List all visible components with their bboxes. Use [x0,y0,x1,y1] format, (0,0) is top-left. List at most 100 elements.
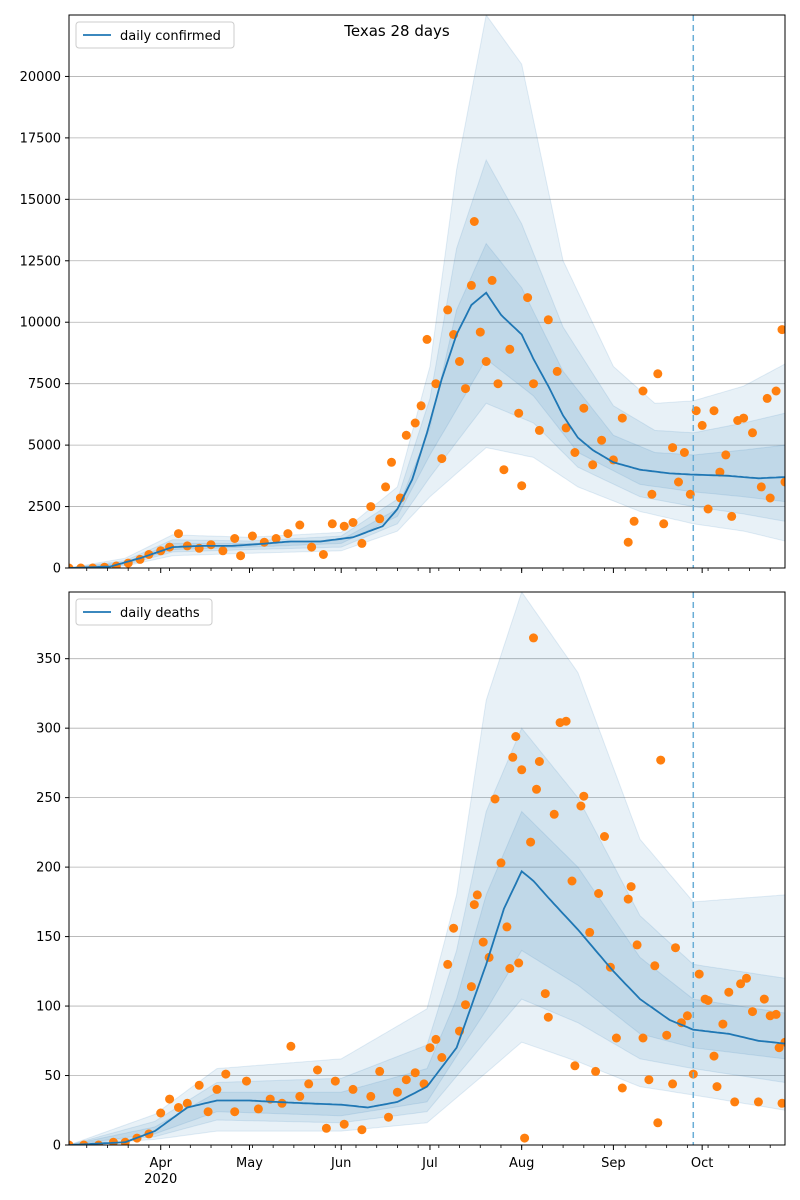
median-line [69,869,785,1145]
observed-point [703,996,713,1005]
observed-point [543,1012,553,1022]
x-tick-label: Sep [601,1156,626,1171]
observed-point [517,765,527,775]
figure-title: Texas 28 days [343,22,450,40]
observed-point [777,325,785,335]
observed-point [283,529,293,539]
observed-point [425,1043,435,1053]
observed-point [543,315,553,325]
observed-point [165,1094,175,1104]
observed-point [529,633,538,643]
observed-point [567,876,577,886]
observed-point [69,563,74,568]
observed-point [591,1066,601,1076]
observed-point [247,531,257,541]
observed-point [647,489,657,499]
observed-point [327,519,337,529]
observed-point [375,514,385,524]
observed-point [277,1098,287,1108]
observed-point [357,1125,367,1135]
y-tick-label: 50 [44,1069,61,1084]
observed-point [753,1097,763,1107]
observed-point [671,943,680,953]
observed-point [493,379,503,389]
observed-point [514,958,524,968]
observed-point [381,482,391,492]
observed-point [295,1091,305,1101]
observed-point [653,369,663,379]
observed-point [682,1011,692,1021]
observed-point [174,1103,183,1112]
observed-point [549,809,559,819]
observed-point [774,1043,784,1053]
legend: daily deaths [75,598,213,626]
legend-label: daily deaths [120,606,200,621]
observed-point [662,1030,672,1040]
observed-point [461,384,470,394]
observed-point [739,413,749,423]
observed-point [318,550,328,559]
observed-point [431,1034,441,1044]
observed-point [771,386,781,396]
observed-point [514,408,524,418]
observed-point [366,1091,376,1101]
observed-point [674,477,683,487]
observed-point [156,1108,166,1118]
observed-point [777,1098,785,1108]
observed-point [721,450,731,460]
legend-box [75,598,213,626]
observed-point [561,423,571,433]
observed-point [529,379,538,389]
observed-point [703,504,713,514]
observed-point [475,327,485,337]
observed-point [579,403,589,413]
observed-point [499,465,509,475]
x-tick-label: Jun [330,1156,351,1171]
observed-point [174,529,183,539]
confirmed-panel: 0 2500 5000 7500 10000 12500 15000 17500 20000 da… [20,14,786,577]
legend: daily confirmed [75,21,235,49]
observed-point [611,1033,621,1043]
observed-point [443,305,453,315]
observed-point [742,973,751,983]
observed-point [715,467,725,477]
y-tick-label: 200 [36,861,61,876]
observed-point [253,1104,263,1114]
observed-point [736,979,746,989]
observed-point [626,882,636,892]
observed-point [656,755,666,765]
observed-point [307,542,317,552]
observed-point [271,534,281,543]
observed-point [570,1061,580,1071]
observed-point [771,1009,781,1019]
observed-point [469,900,479,910]
observed-point [203,1107,213,1117]
observed-point [629,516,639,526]
observed-point [236,551,246,561]
observed-point [520,1133,530,1143]
observed-point [461,1000,470,1010]
observed-point [366,502,376,512]
observed-point [375,1066,385,1076]
observed-point [449,923,459,933]
credible-band-0 [69,15,785,568]
observed-point [653,1118,663,1128]
observed-point [650,961,660,971]
observed-point [638,1033,648,1043]
observed-point [724,987,734,997]
credible-band-1 [69,727,785,1145]
observed-point [576,801,586,811]
y-tick-label: 0 [53,562,61,577]
observed-point [594,889,604,898]
observed-point [552,366,562,376]
observed-point [212,1084,222,1094]
observed-point [780,1037,785,1047]
observed-point [206,540,216,550]
observed-point [718,1019,728,1029]
observed-point [437,1053,447,1062]
observed-point [242,1076,251,1086]
observed-point [523,293,533,303]
observed-point [443,959,453,969]
observed-point [534,757,544,766]
